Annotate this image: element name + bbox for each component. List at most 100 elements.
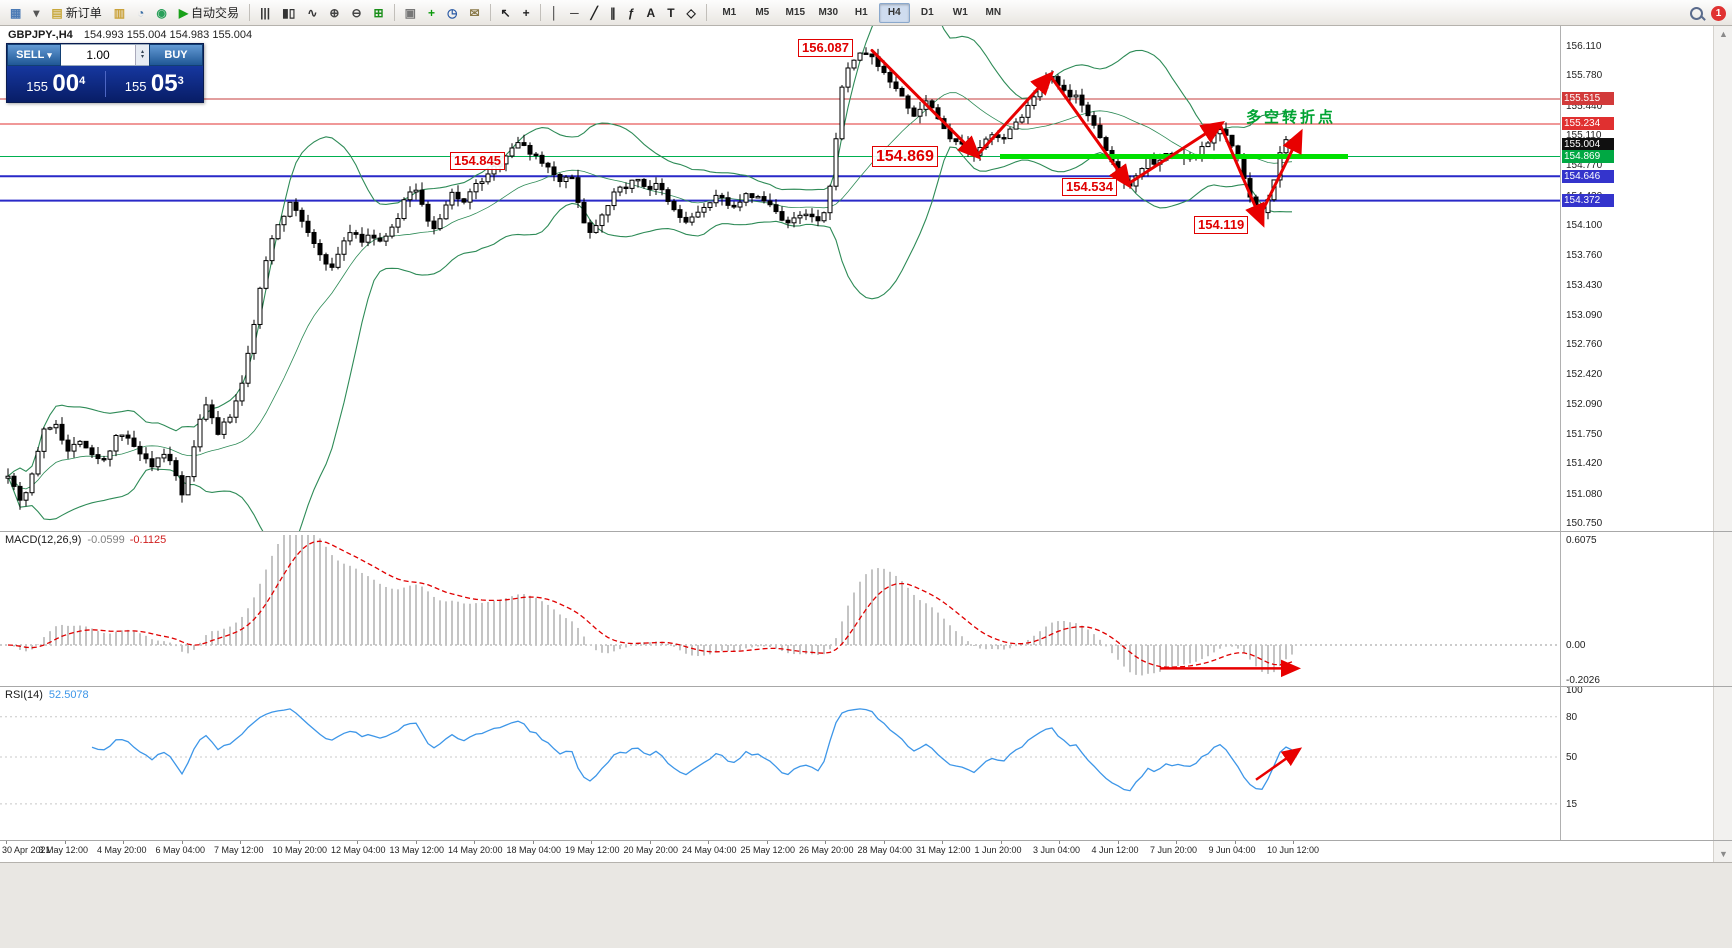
time-label: 14 May 20:00 bbox=[448, 845, 503, 855]
toolbar-separator bbox=[393, 4, 395, 21]
buy-price[interactable]: 155 05 3 bbox=[124, 70, 184, 97]
strategy-tester-button[interactable]: ◔ bbox=[132, 2, 149, 24]
line-chart-mode-icon: ∿ bbox=[307, 5, 318, 20]
shapes-tool-icon: ◇ bbox=[686, 5, 696, 20]
panel-splitter-rsi[interactable] bbox=[0, 686, 1732, 687]
new-order-button[interactable]: ▤ 新订单 bbox=[46, 2, 106, 24]
timeframe-m1[interactable]: M1 bbox=[722, 7, 737, 18]
tile-windows-icon: ⊞ bbox=[373, 5, 384, 20]
mql5-community-button[interactable]: ◉ bbox=[151, 2, 171, 24]
periods-icon: ◷ bbox=[446, 5, 458, 20]
time-label: 3 Jun 04:00 bbox=[1033, 845, 1081, 855]
price-tick: 151.080 bbox=[1566, 488, 1603, 500]
time-tick bbox=[591, 840, 592, 844]
zoom-in-icon: ⊕ bbox=[329, 5, 340, 20]
time-axis-border bbox=[0, 840, 1732, 841]
price-divider bbox=[104, 71, 106, 97]
price-tick: 151.420 bbox=[1566, 458, 1603, 470]
auto-arrange-button[interactable]: ▣ bbox=[400, 2, 421, 24]
time-tick bbox=[708, 840, 709, 844]
new-chart-button[interactable]: ▦ bbox=[5, 2, 26, 24]
auto-trading-button[interactable]: ▶ 自动交易 bbox=[174, 2, 244, 24]
terminal-button[interactable]: ▥ bbox=[109, 2, 130, 24]
timeframe-m30[interactable]: M30 bbox=[818, 7, 838, 18]
templates-button[interactable]: ✉ bbox=[464, 2, 484, 24]
crosshair-button[interactable]: + bbox=[518, 2, 535, 24]
timeframe-mn[interactable]: MN bbox=[985, 7, 1002, 18]
shapes-tool-button[interactable]: ◇ bbox=[682, 2, 701, 24]
zoom-in-button[interactable]: ⊕ bbox=[324, 2, 344, 24]
notification-badge[interactable]: 1 bbox=[1711, 5, 1726, 21]
time-axis[interactable]: 30 Apr 2021 3 May 12:00 4 May 20:00 6 May 0… bbox=[0, 840, 1713, 862]
time-label: 12 May 04:00 bbox=[331, 845, 386, 855]
text-tool-button[interactable]: A bbox=[642, 2, 661, 24]
trendline-tool-button[interactable]: ╱ bbox=[586, 2, 603, 24]
periods-button[interactable]: ◷ bbox=[442, 2, 462, 24]
search-icon[interactable] bbox=[1690, 6, 1703, 20]
chart-plot-area[interactable] bbox=[0, 26, 1560, 531]
auto-trading-label: 自动交易 bbox=[191, 6, 240, 20]
templates-icon: ✉ bbox=[469, 5, 480, 20]
time-tick bbox=[181, 840, 183, 844]
timeframe-m5[interactable]: M5 bbox=[755, 7, 770, 18]
strategy-tester-icon: ◔ bbox=[137, 5, 145, 20]
lot-size-input[interactable] bbox=[61, 45, 135, 65]
time-tick bbox=[1293, 840, 1294, 844]
tile-windows-button[interactable]: ⊞ bbox=[369, 2, 389, 24]
chart-title: GBPJPY-,H4 154.993 155.004 154.983 155.0… bbox=[8, 29, 252, 41]
candlestick-mode-button[interactable]: ▮▯ bbox=[277, 2, 300, 24]
timeframe-h1[interactable]: H1 bbox=[854, 7, 868, 18]
time-label: 10 May 20:00 bbox=[272, 845, 328, 855]
time-label: 3 May 12:00 bbox=[38, 845, 89, 855]
toolbar-right: 1 bbox=[1690, 0, 1726, 26]
price-tick: 155.440 bbox=[1566, 100, 1603, 112]
price-tick: 153.760 bbox=[1566, 250, 1603, 262]
price-axis[interactable]: 156.110155.780155.440155.110154.770154.4… bbox=[1561, 26, 1713, 840]
timeframe-w1[interactable]: W1 bbox=[952, 7, 968, 18]
rsi-label: RSI(14) 52.5078 bbox=[5, 689, 89, 701]
sell-button[interactable]: SELL ▾ bbox=[7, 44, 61, 66]
timeframe-m15[interactable]: M15 bbox=[785, 7, 805, 18]
trendline-tool-icon: ╱ bbox=[590, 5, 598, 20]
vertical-line-tool-button[interactable]: │ bbox=[546, 2, 564, 24]
new-order-icon: ▤ bbox=[51, 5, 63, 20]
ohlc-bars-mode-button[interactable]: ||| bbox=[255, 2, 275, 24]
crosshair-icon: + bbox=[522, 5, 530, 20]
timeframe-buttons: M1 M5 M15 M30 H1 H4 D1 W1 MN bbox=[713, 2, 1010, 23]
price-tick: 152.760 bbox=[1566, 339, 1603, 351]
price-tick: 152.090 bbox=[1566, 398, 1603, 410]
fibonacci-tool-button[interactable]: ƒ bbox=[623, 2, 640, 24]
buy-button[interactable]: BUY bbox=[149, 44, 203, 66]
scroll-down-icon[interactable]: ▼ bbox=[1719, 849, 1728, 859]
time-label: 28 May 04:00 bbox=[857, 845, 913, 855]
chart-dropdown-button[interactable]: ▾ bbox=[28, 2, 44, 24]
time-tick bbox=[298, 840, 300, 844]
cursor-button[interactable]: ↖ bbox=[496, 2, 516, 24]
macd-panel[interactable] bbox=[0, 531, 1560, 686]
channel-tool-button[interactable]: ∥ bbox=[605, 2, 621, 24]
horizontal-line-tool-button[interactable]: ─ bbox=[565, 2, 584, 24]
fibonacci-tool-icon: ƒ bbox=[627, 5, 635, 20]
auto-arrange-icon: ▣ bbox=[404, 5, 416, 20]
time-label: 7 May 12:00 bbox=[214, 845, 264, 855]
zoom-out-button[interactable]: ⊖ bbox=[346, 2, 366, 24]
rsi-panel[interactable] bbox=[0, 686, 1560, 840]
timeframe-h4[interactable]: H4 bbox=[878, 2, 910, 23]
indicators-button[interactable]: + bbox=[423, 2, 440, 24]
time-label: 19 May 12:00 bbox=[565, 845, 620, 855]
toolbar-buttons: ▦ ▾ ▤ 新订单 ▥ ◔ ◉ ▶ 自动交易 ||| ▮▯ ∿ ⊕ ⊖ ⊞ ▣ + ◷ ✉ ↖ + │ ─ ╱ ∥ ƒ A T ◇ bbox=[4, 2, 711, 24]
scroll-up-icon[interactable]: ▲ bbox=[1719, 29, 1728, 39]
vertical-scrollbar[interactable]: ▲ ▼ bbox=[1713, 26, 1732, 862]
time-label: 24 May 04:00 bbox=[682, 845, 737, 855]
line-chart-mode-button[interactable]: ∿ bbox=[302, 2, 322, 24]
sell-price[interactable]: 155 00 4 bbox=[26, 70, 86, 97]
chevron-down-icon: ▾ bbox=[47, 49, 52, 60]
timeframe-d1[interactable]: D1 bbox=[920, 7, 934, 18]
buy-button-label: BUY bbox=[164, 49, 188, 61]
lot-stepper[interactable]: ▴ ▾ bbox=[135, 45, 149, 65]
panel-splitter-macd[interactable] bbox=[0, 531, 1732, 532]
time-tick bbox=[415, 840, 417, 844]
rsi-scale: 80 bbox=[1566, 711, 1578, 723]
text-label-tool-button[interactable]: T bbox=[662, 2, 679, 24]
price-tick: 156.110 bbox=[1566, 41, 1602, 52]
